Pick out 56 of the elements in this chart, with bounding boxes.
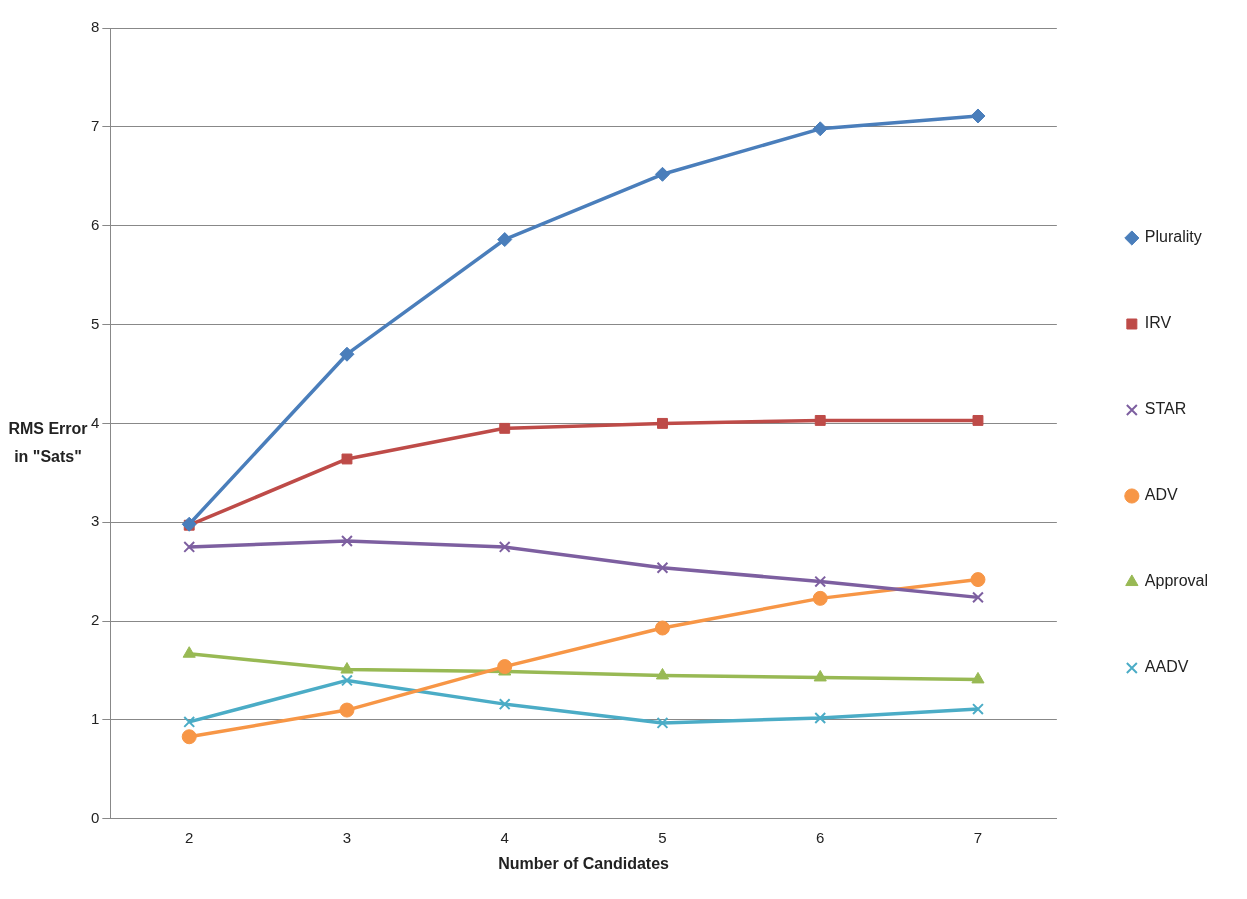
point [814,575,827,588]
point [339,346,355,362]
point [970,572,986,588]
point [499,422,511,434]
legend-label: IRV [1144,314,1172,332]
point [814,712,827,724]
x-tick-label: 2 [185,828,194,846]
point [972,414,984,426]
legend-label: ADV [1144,486,1179,504]
y-tick-label: 5 [91,314,100,332]
legend-label: Approval [1144,572,1209,590]
point [498,541,511,553]
point [182,646,196,658]
y-tick-label: 7 [91,116,100,134]
legend-label: Plurality [1144,228,1202,246]
point [341,674,353,687]
point [340,662,354,674]
point [339,702,355,718]
point [341,453,353,465]
x-tick-label: 6 [816,828,825,846]
y-tick-label: 1 [91,710,100,728]
y-tick-label: 8 [91,18,100,36]
point [654,620,670,636]
point [656,716,669,729]
x-tick-label: 3 [342,828,352,846]
point [814,414,826,426]
point [971,671,985,684]
x-tick-label: 5 [658,828,667,846]
y-axis-title: RMS Error in "Sats" [8,419,88,467]
point [657,417,668,429]
point [498,698,511,711]
y-tick-label: 6 [91,215,100,233]
x-axis-title: Number of Candidates [498,854,670,872]
y-tick-label: 4 [91,413,100,431]
point [497,232,513,248]
x-tick-label: 4 [500,828,509,846]
point [183,715,196,728]
point [654,166,670,182]
point [183,541,196,553]
y-tick-label: 2 [91,611,100,629]
y-tick-label: 0 [91,808,100,826]
point [813,669,827,682]
legend-label: STAR [1144,400,1187,418]
point [972,703,984,716]
point [655,667,670,680]
point [972,591,984,604]
point [181,729,197,745]
x-tick-label: 7 [973,828,983,846]
point [812,121,828,137]
point [656,561,669,574]
legend-label: AADV [1144,658,1189,676]
point [970,108,986,124]
point [812,590,828,606]
y-tick-label: 3 [91,512,100,530]
point [341,535,353,547]
point [497,659,513,675]
